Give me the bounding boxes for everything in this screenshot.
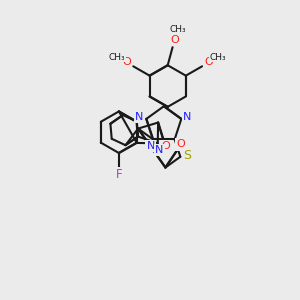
Text: CH₃: CH₃ — [210, 52, 226, 62]
Text: F: F — [116, 168, 122, 181]
Text: N: N — [146, 141, 155, 151]
Text: O: O — [177, 140, 185, 149]
Text: O: O — [170, 35, 179, 45]
Text: N: N — [135, 112, 143, 122]
Text: O: O — [161, 141, 170, 151]
Text: O: O — [205, 57, 213, 68]
Text: CH₃: CH₃ — [169, 25, 186, 34]
Text: CH₃: CH₃ — [109, 52, 125, 62]
Text: N: N — [155, 145, 164, 155]
Text: S: S — [183, 149, 191, 162]
Text: N: N — [183, 112, 192, 122]
Text: O: O — [122, 57, 131, 68]
